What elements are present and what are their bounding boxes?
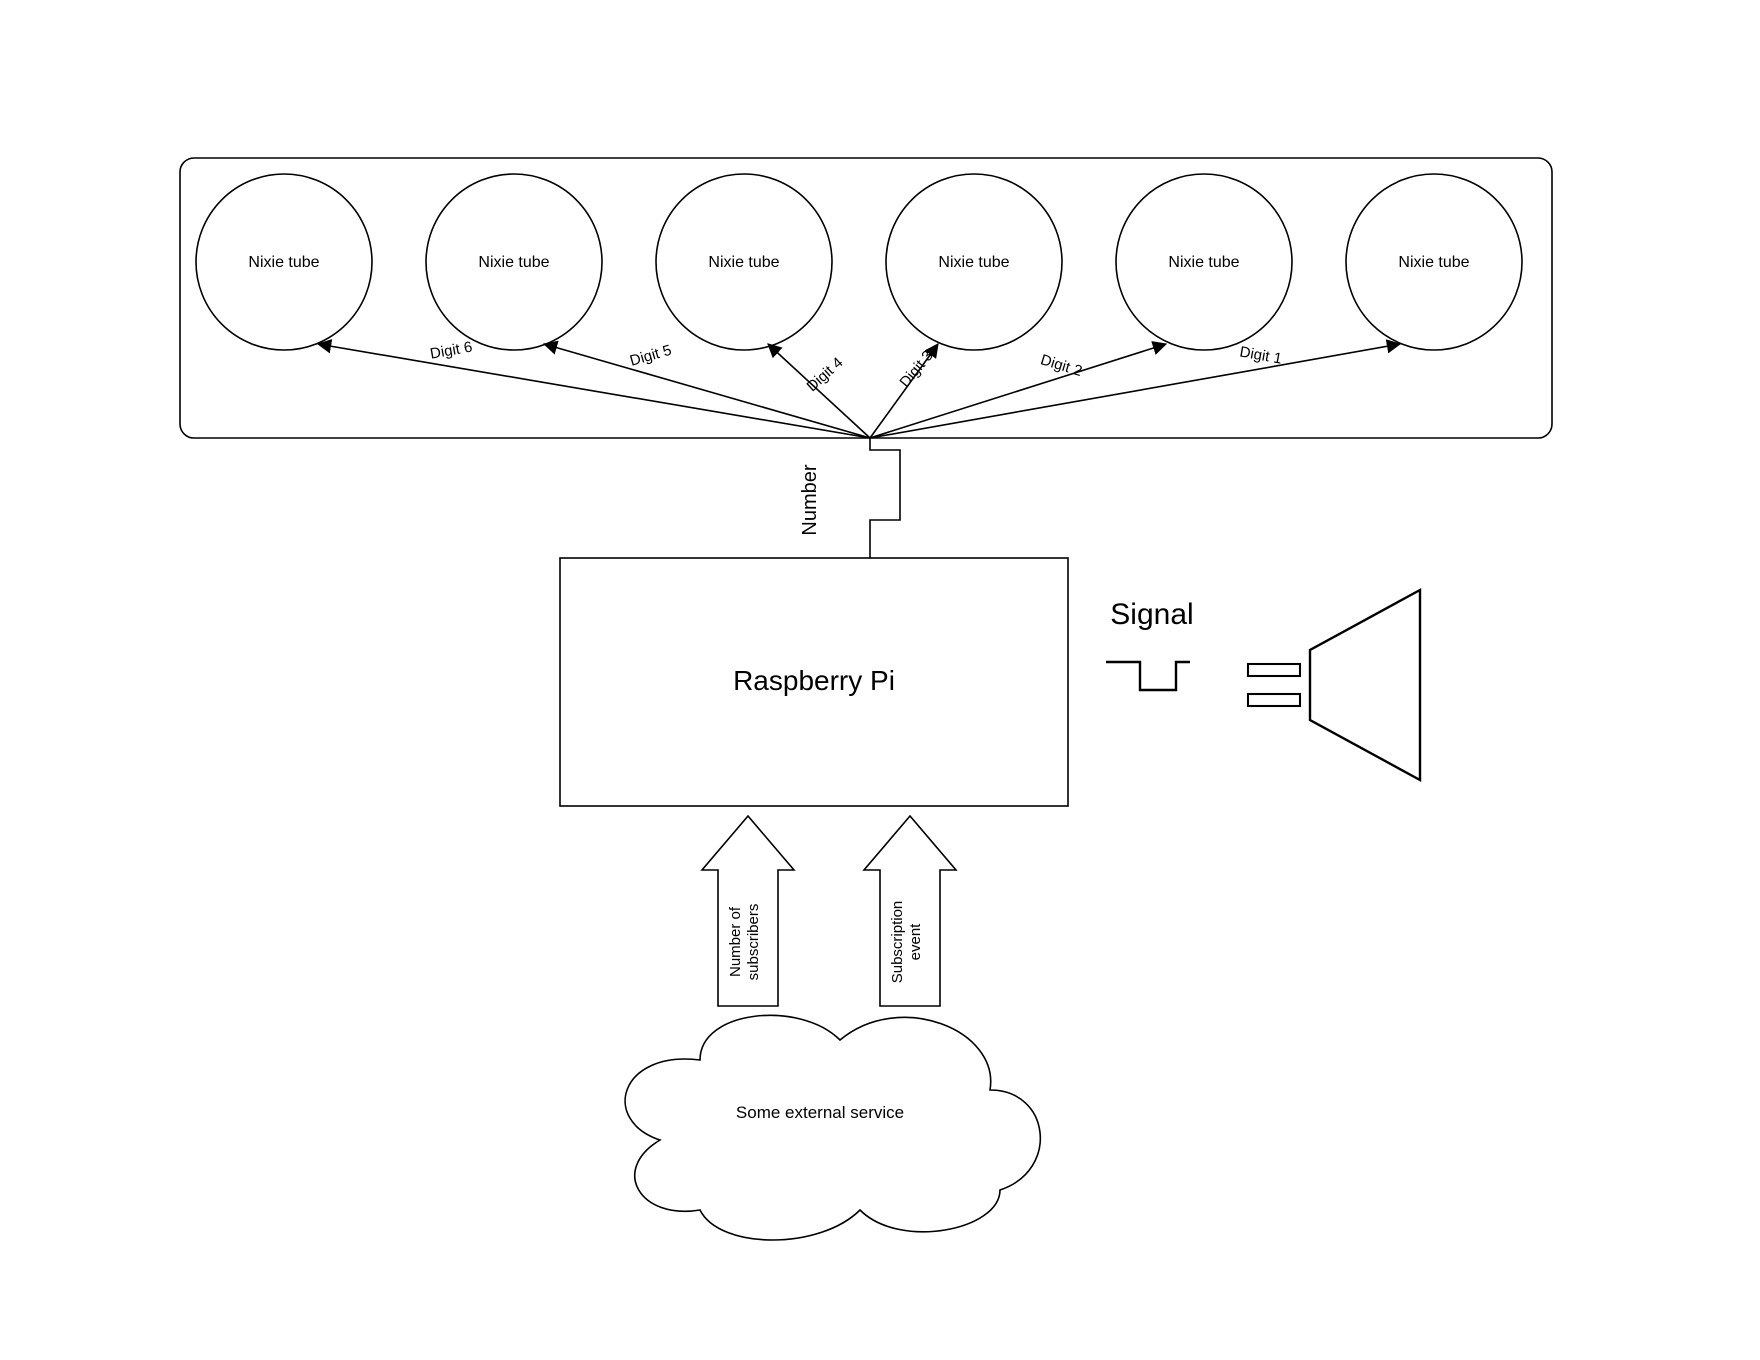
digit-arrow-label-2: Digit 5: [628, 342, 674, 370]
nixie-tubes-group: Nixie tube Nixie tube Nixie tube Nixie tube…: [196, 174, 1522, 350]
digit-arrow-6: [870, 344, 1400, 438]
signal-pulse-icon: [1106, 662, 1190, 690]
number-label: Number: [799, 464, 821, 535]
digit-arrow-label-3: Digit 4: [803, 354, 846, 395]
speaker-icon: [1248, 590, 1420, 780]
nixie-tube-label-2: Nixie tube: [478, 254, 549, 271]
block-arrow-label: Number of: [727, 906, 744, 977]
digit-arrow-label-1: Digit 6: [429, 339, 474, 363]
nixie-tube-label-3: Nixie tube: [708, 254, 779, 271]
block-arrow-label: subscribers: [745, 904, 762, 981]
tube-panel: [180, 158, 1552, 438]
nixie-tube-label-1: Nixie tube: [248, 254, 319, 271]
cloud-label: Some external service: [736, 1103, 904, 1122]
nixie-tube-label-6: Nixie tube: [1398, 254, 1469, 271]
digit-arrow-label-5: Digit 2: [1038, 351, 1084, 380]
block-arrow-label: Subscription: [889, 901, 906, 984]
nixie-tube-label-4: Nixie tube: [938, 254, 1009, 271]
digit-arrow-label-4: Digit 3: [896, 347, 936, 391]
number-connector: [870, 438, 900, 558]
nixie-tube-label-5: Nixie tube: [1168, 254, 1239, 271]
digit-arrow-label-6: Digit 1: [1238, 344, 1283, 368]
block-arrow-subscription-event: Subscriptionevent: [864, 816, 956, 1006]
cloud-external-service: [625, 1015, 1040, 1240]
raspberry-pi-label: Raspberry Pi: [733, 665, 895, 696]
signal-label: Signal: [1110, 598, 1193, 631]
block-arrow-subscribers: Number ofsubscribers: [702, 816, 794, 1006]
digit-arrows-group: Digit 6 Digit 5 Digit 4 Digit 3 Digit 2 Digit…: [318, 339, 1400, 438]
diagram-canvas: Nixie tube Nixie tube Nixie tube Nixie tube…: [0, 0, 1760, 1360]
block-arrow-label: event: [907, 923, 924, 961]
